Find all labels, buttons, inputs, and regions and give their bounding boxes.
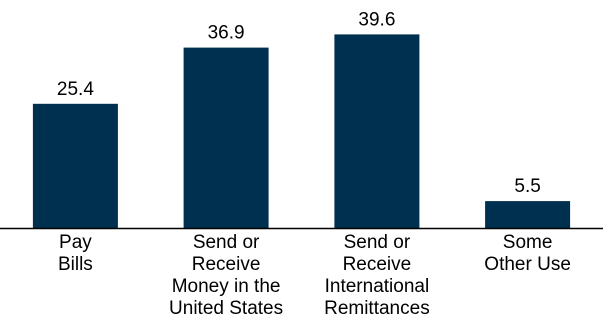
x-tick-label-2-line-0: Send or xyxy=(344,232,411,253)
bar-2 xyxy=(334,34,420,229)
x-tick-label-3: Some Other Use xyxy=(484,232,571,275)
bars-layer xyxy=(32,34,571,229)
x-tick-label-2-line-1: Receive xyxy=(343,254,412,275)
data-label-1: 36.9 xyxy=(208,23,245,44)
value-labels-layer: 25.4 36.9 39.6 5.5 xyxy=(57,9,541,197)
data-label-0: 25.4 xyxy=(57,79,94,100)
bar-0 xyxy=(32,103,118,228)
x-tick-label-3-line-1: Other Use xyxy=(484,254,571,275)
bar-3 xyxy=(485,201,571,228)
x-tick-label-2-line-3: Remittances xyxy=(324,298,430,319)
x-tick-label-1: Send or Receive Money in the United States xyxy=(169,232,283,319)
x-tick-label-2-line-2: International xyxy=(325,276,430,297)
x-tick-label-1-line-2: Money in the xyxy=(172,276,281,297)
x-tick-label-1-line-0: Send or xyxy=(193,232,260,253)
bar-1 xyxy=(183,47,269,228)
x-tick-label-1-line-1: Receive xyxy=(192,254,261,275)
x-tick-label-2: Send or Receive International Remittances xyxy=(324,232,430,319)
x-tick-label-3-line-0: Some xyxy=(503,232,553,253)
x-tick-label-0-line-1: Bills xyxy=(58,254,93,275)
x-tick-label-0-line-0: Pay xyxy=(59,232,92,253)
x-tick-label-1-line-3: United States xyxy=(169,298,283,319)
data-label-2: 39.6 xyxy=(358,9,395,30)
data-label-3: 5.5 xyxy=(514,176,540,197)
x-tick-label-0: Pay Bills xyxy=(58,232,93,275)
